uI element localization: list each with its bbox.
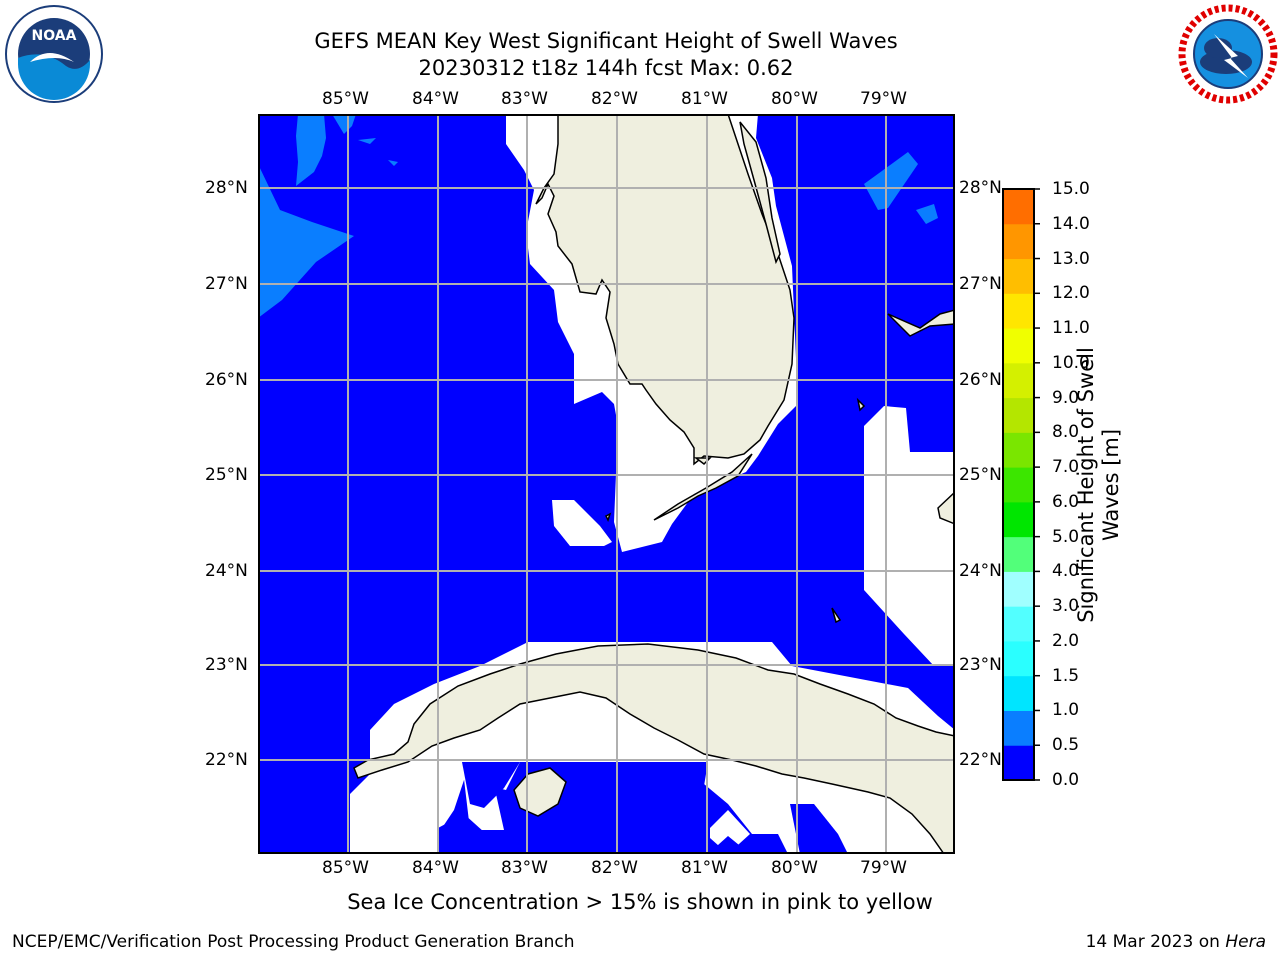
colorbar-title-line2: Waves [m] [1099, 428, 1123, 542]
lon-tick-bottom: 81°W [681, 858, 728, 878]
colorbar-band [1003, 745, 1034, 781]
noaa-logo-icon: NOAA [5, 5, 103, 103]
lon-tick-top: 82°W [591, 89, 638, 109]
colorbar-band [1003, 675, 1034, 711]
lat-tick-left: 24°N [205, 561, 248, 581]
lat-tick-left: 25°N [205, 465, 248, 485]
lon-tick-top: 79°W [860, 89, 907, 109]
noaa-logo-text: NOAA [32, 28, 77, 44]
lon-tick-bottom: 85°W [322, 858, 369, 878]
colorbar-label: 12.0 [1052, 283, 1090, 304]
colorbar-label: 13.0 [1052, 248, 1090, 269]
colorbar-label: 7.0 [1052, 457, 1080, 478]
colorbar-label: 1.0 [1052, 700, 1080, 721]
lat-tick-right: 28°N [959, 178, 1002, 198]
colorbar-band [1003, 258, 1034, 294]
colorbar-band [1003, 432, 1034, 468]
colorbar-band [1003, 223, 1034, 260]
footer-credit: NCEP/EMC/Verification Post Processing Pr… [12, 932, 575, 952]
colorbar-label: 8.0 [1052, 422, 1080, 443]
lat-tick-right: 25°N [959, 465, 1002, 485]
swell-height-map [258, 114, 955, 854]
chart-title-line2: 20230312 t18z 144h fcst Max: 0.62 [418, 56, 794, 80]
colorbar-label: 9.0 [1052, 387, 1080, 408]
colorbar-band [1003, 467, 1034, 503]
colorbar-band [1003, 189, 1034, 225]
colorbar-band [1003, 397, 1034, 433]
nws-logo-icon [1178, 4, 1278, 104]
swell-0.5-1.0-areas [258, 114, 938, 318]
colorbar-band [1003, 710, 1034, 746]
lat-tick-left: 26°N [205, 370, 248, 390]
colorbar [1002, 188, 1040, 781]
lon-tick-bottom: 83°W [501, 858, 548, 878]
footer-date: 14 Mar 2023 on Hera [1086, 932, 1266, 952]
colorbar-title-line1: Significant Height of Swell [1074, 347, 1098, 623]
lon-tick-top: 84°W [412, 89, 459, 109]
lon-tick-bottom: 79°W [860, 858, 907, 878]
lat-tick-left: 28°N [205, 178, 248, 198]
lat-tick-left: 27°N [205, 274, 248, 294]
lon-tick-top: 83°W [501, 89, 548, 109]
florida-landmass [535, 114, 795, 466]
colorbar-label: 4.0 [1052, 561, 1080, 582]
colorbar-label: 0.5 [1052, 735, 1080, 756]
colorbar-band [1003, 640, 1034, 677]
southern-ocean-patches [258, 744, 848, 854]
florida-keys [604, 453, 753, 522]
colorbar-band [1003, 501, 1034, 538]
lat-tick-right: 23°N [959, 655, 1002, 675]
colorbar-label: 6.0 [1052, 491, 1080, 512]
colorbar-label: 1.5 [1052, 665, 1080, 686]
lon-tick-top: 85°W [322, 89, 369, 109]
colorbar-label: 15.0 [1052, 179, 1090, 199]
colorbar-band [1003, 328, 1034, 364]
colorbar-band [1003, 293, 1034, 329]
lon-tick-top: 80°W [771, 89, 818, 109]
lat-tick-right: 27°N [959, 274, 1002, 294]
lat-tick-left: 22°N [205, 750, 248, 770]
colorbar-label: 11.0 [1052, 318, 1090, 339]
chart-title-line1: GEFS MEAN Key West Significant Height of… [314, 29, 898, 53]
colorbar-band [1003, 362, 1034, 399]
sea-ice-note: Sea Ice Concentration > 15% is shown in … [347, 890, 933, 914]
footer-date-text: 14 Mar 2023 on [1085, 932, 1226, 952]
colorbar-band [1003, 606, 1034, 642]
colorbar-band [1003, 571, 1034, 607]
colorbar-frame [1002, 188, 1035, 781]
lon-tick-bottom: 82°W [591, 858, 638, 878]
footer-host: Hera [1225, 932, 1266, 952]
lon-tick-bottom: 84°W [412, 858, 459, 878]
lon-tick-top: 81°W [681, 89, 728, 109]
colorbar-band [1003, 536, 1034, 572]
map-frame [258, 114, 955, 854]
colorbar-label: 3.0 [1052, 596, 1080, 617]
lat-tick-right: 22°N [959, 750, 1002, 770]
map-gridlines [258, 114, 955, 854]
colorbar-label: 10.0 [1052, 352, 1090, 373]
colorbar-label: 0.0 [1052, 770, 1080, 790]
colorbar-label: 5.0 [1052, 526, 1080, 547]
lat-tick-right: 26°N [959, 370, 1002, 390]
lat-tick-right: 24°N [959, 561, 1002, 581]
colorbar-label: 14.0 [1052, 213, 1090, 234]
lon-tick-bottom: 80°W [771, 858, 818, 878]
colorbar-label: 2.0 [1052, 630, 1080, 651]
lat-tick-left: 23°N [205, 655, 248, 675]
